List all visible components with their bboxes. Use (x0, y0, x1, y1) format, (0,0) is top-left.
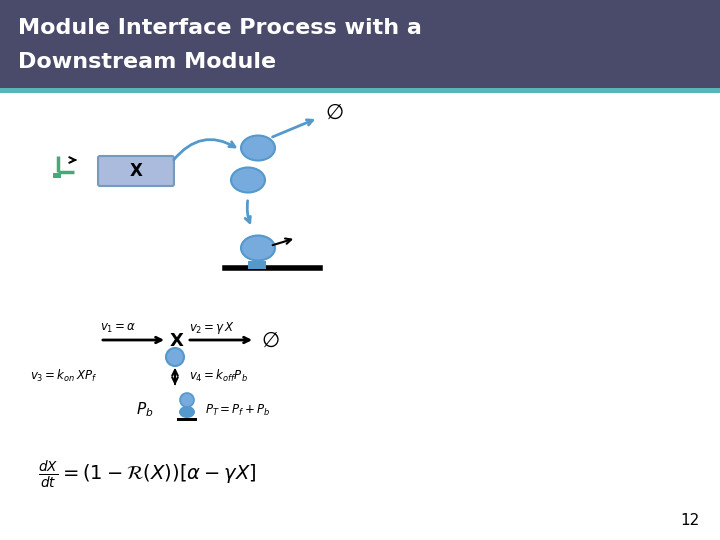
FancyBboxPatch shape (98, 156, 174, 186)
Bar (0, 88, 720, 93)
Circle shape (180, 393, 194, 407)
Text: Module Interface Process with a: Module Interface Process with a (18, 18, 422, 38)
Text: $P_T=P_f+P_b$: $P_T=P_f+P_b$ (205, 402, 271, 417)
Ellipse shape (231, 167, 265, 192)
Text: $v_1=\alpha$: $v_1=\alpha$ (100, 321, 137, 335)
Text: X: X (170, 332, 184, 350)
Circle shape (166, 348, 184, 366)
Text: $v_2=\gamma\, X$: $v_2=\gamma\, X$ (189, 320, 235, 336)
Text: $P_b$: $P_b$ (136, 401, 153, 420)
Text: $v_4=k_{off} P_b$: $v_4=k_{off} P_b$ (189, 368, 248, 384)
Text: $\frac{dX}{dt} = (1 - \mathcal{R}(X))[\alpha - \gamma X]$: $\frac{dX}{dt} = (1 - \mathcal{R}(X))[\a… (38, 459, 256, 491)
Text: $\varnothing$: $\varnothing$ (325, 103, 343, 123)
Bar (0, 0, 720, 88)
Text: Downstream Module: Downstream Module (18, 52, 276, 72)
Text: $v_3=k_{on}\, X P_f$: $v_3=k_{on}\, X P_f$ (30, 368, 97, 384)
Text: 12: 12 (680, 513, 700, 528)
Text: X: X (130, 162, 143, 180)
Bar (53, 173, 61, 178)
Bar (248, 261, 266, 269)
Bar (177, 418, 197, 421)
Ellipse shape (241, 235, 275, 260)
Text: $\varnothing$: $\varnothing$ (261, 331, 279, 351)
Ellipse shape (179, 406, 195, 418)
Ellipse shape (241, 136, 275, 160)
